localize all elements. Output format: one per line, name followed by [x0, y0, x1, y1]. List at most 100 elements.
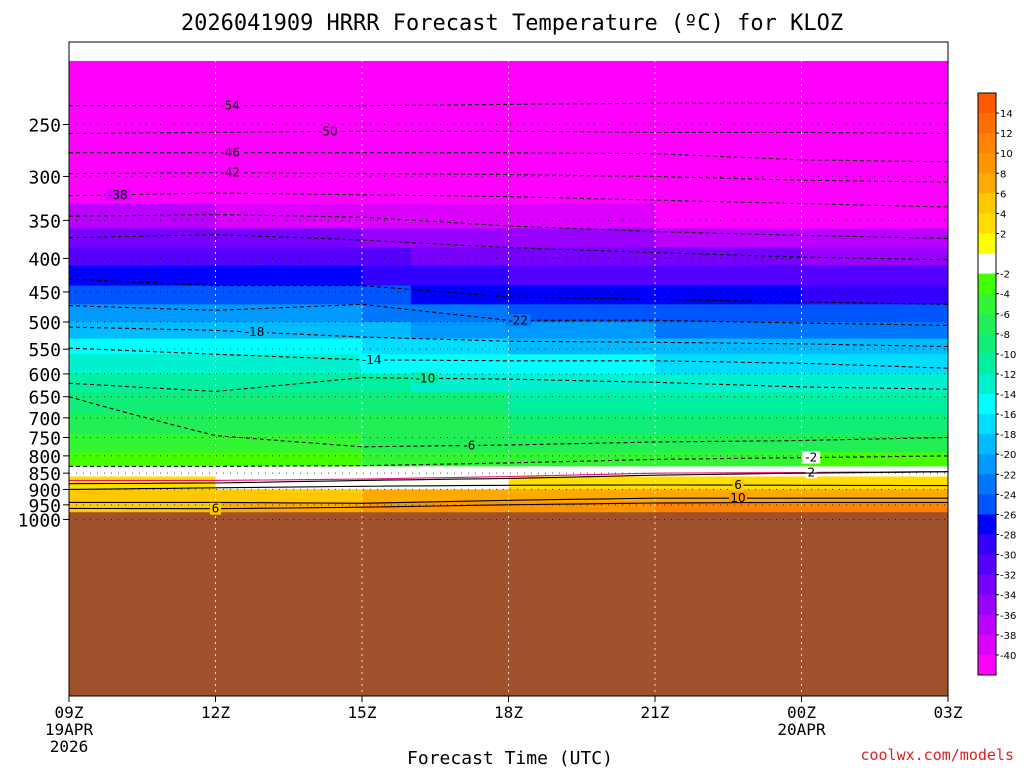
temp-cell	[313, 489, 363, 503]
temp-cell	[606, 181, 656, 205]
contour-label-bg	[732, 479, 744, 492]
temp-cell	[117, 373, 168, 393]
temp-cell	[606, 433, 656, 453]
temp-cell	[703, 304, 754, 323]
temp-cell	[557, 203, 607, 229]
y-tick-label: 650	[28, 388, 61, 409]
temp-cell	[801, 373, 851, 393]
colorbar-label: 2	[1000, 229, 1006, 240]
temp-cell	[557, 321, 607, 340]
temp-cell	[557, 338, 607, 355]
temp-cell	[850, 60, 900, 182]
temp-cell	[362, 247, 412, 267]
temp-cell	[264, 60, 314, 182]
colorbar-swatch	[978, 193, 996, 214]
contour-line	[69, 497, 948, 504]
temp-cell	[801, 476, 851, 491]
temp-cell	[69, 373, 119, 393]
temp-cell	[557, 452, 607, 467]
temp-cell	[606, 203, 656, 229]
temp-cell	[703, 452, 754, 467]
colorbar-swatch	[978, 153, 996, 174]
temp-cell	[850, 203, 900, 229]
temp-cell	[362, 392, 412, 415]
temp-cell	[69, 247, 119, 267]
y-tick-label: 250	[28, 116, 61, 137]
temp-cell	[557, 285, 607, 305]
temp-cell	[655, 354, 705, 375]
temp-cell	[606, 476, 656, 491]
temp-cell	[362, 265, 412, 287]
temp-cell	[703, 413, 754, 435]
temp-cell	[410, 489, 461, 503]
temp-cell	[703, 285, 754, 305]
colorbar-label: -36	[1000, 611, 1016, 622]
temp-cell	[850, 247, 900, 267]
colorbar: 14 12 10 8 6 4 2 -2 -4 -6 -8 -10 -12 -14 -16 -18 -20 -22 -…	[977, 92, 1016, 676]
temp-cell	[313, 354, 363, 375]
temp-cell	[899, 321, 948, 340]
temp-cell	[606, 304, 656, 323]
temp-cell	[69, 354, 119, 375]
x-tick-label: 15Z	[348, 703, 377, 722]
x-tick-label: 03Z	[934, 703, 963, 722]
temp-cell	[703, 60, 754, 182]
temp-cell	[410, 285, 461, 305]
temp-cell	[703, 181, 754, 205]
temp-cell	[410, 247, 461, 267]
colorbar-swatch	[978, 454, 996, 475]
temp-cell	[703, 433, 754, 453]
temp-cell	[655, 321, 705, 340]
x-tick-label: 12Z	[201, 703, 230, 722]
temp-cell	[703, 354, 754, 375]
temp-cell	[899, 181, 948, 205]
colorbar-swatch	[978, 594, 996, 616]
contour-label: -18	[245, 325, 265, 339]
colorbar-label: -2	[1000, 270, 1010, 281]
temp-cell	[801, 489, 851, 503]
y-tick-label: 950	[28, 496, 61, 517]
colorbar-swatch	[978, 353, 996, 375]
temp-cell	[655, 181, 705, 205]
colorbar-label: -4	[1000, 290, 1010, 301]
temp-cell	[459, 476, 510, 491]
temp-cell	[655, 304, 705, 323]
temp-cell	[801, 466, 851, 478]
temp-cell	[166, 338, 217, 355]
temp-cell	[557, 373, 607, 393]
temp-cell	[166, 247, 217, 267]
colorbar-swatch	[978, 333, 996, 355]
x-tick-label: 18Z	[494, 703, 523, 722]
x-tick-label: 00Z	[787, 703, 816, 722]
temp-cell	[117, 338, 168, 355]
colorbar-swatch	[978, 494, 996, 515]
contour-label: -10	[416, 371, 436, 385]
colorbar-label: -12	[1000, 370, 1016, 381]
temp-cell	[313, 373, 363, 393]
temp-cell	[69, 413, 119, 435]
temp-cell	[117, 228, 168, 249]
colorbar-swatch	[978, 233, 996, 254]
temp-cell	[215, 265, 265, 287]
temp-cell	[215, 373, 265, 393]
temp-cell	[166, 413, 217, 435]
temp-cell	[850, 413, 900, 435]
temp-cell	[655, 265, 705, 287]
temp-cell	[166, 466, 217, 478]
colorbar-swatch	[978, 173, 996, 194]
ground-layer	[69, 512, 948, 696]
y-tick-label: 600	[28, 365, 61, 386]
temp-cell	[655, 433, 705, 453]
colorbar-swatch	[978, 434, 996, 455]
y-tick-label: 300	[28, 167, 61, 188]
temp-cell	[850, 392, 900, 415]
contour-label: 10	[730, 491, 745, 505]
temp-cell	[166, 354, 217, 375]
temp-cell	[362, 181, 412, 205]
y-tick-label: 550	[28, 340, 61, 361]
temp-cell	[410, 265, 461, 287]
temp-cell	[899, 433, 948, 453]
temp-cell	[313, 247, 363, 267]
colorbar-swatch	[978, 514, 996, 535]
